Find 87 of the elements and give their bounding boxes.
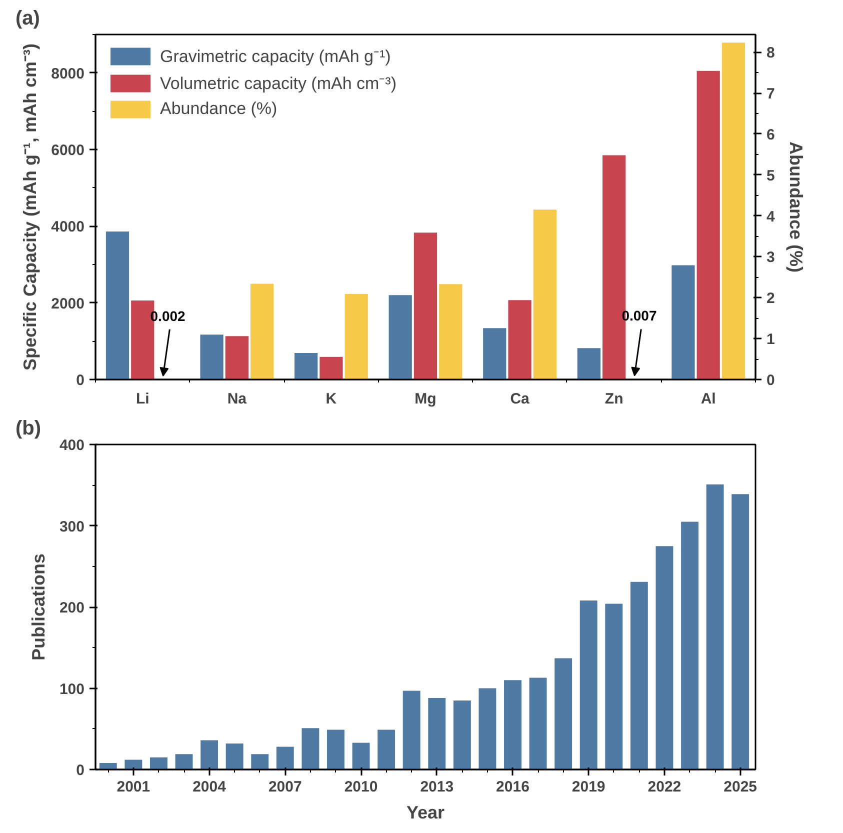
bar	[508, 300, 532, 380]
bar	[439, 284, 462, 380]
y-axis-title: Specific Capacity (mAh g⁻¹, mAh cm⁻³)	[20, 43, 40, 371]
y-tick-label: 8000	[51, 65, 85, 82]
bar	[302, 728, 320, 770]
bar	[428, 698, 446, 770]
y2-tick-label: 1	[766, 331, 775, 348]
y-tick-label: 0	[76, 372, 84, 389]
y2-tick-label: 5	[766, 167, 775, 184]
bar	[124, 760, 142, 770]
x-tick-label: 2007	[268, 778, 302, 796]
bar	[226, 744, 244, 770]
chart-title: (a)	[16, 8, 40, 30]
bar	[681, 522, 698, 770]
bar	[414, 232, 438, 380]
bar	[577, 348, 600, 380]
bar	[276, 746, 294, 770]
bar	[580, 600, 598, 770]
bar	[294, 353, 318, 380]
x-axis-title: Year	[406, 802, 445, 822]
bar	[200, 334, 224, 380]
bar	[327, 730, 344, 770]
y2-axis-title: Abundance (%)	[786, 142, 806, 273]
bar	[483, 328, 506, 380]
bar	[402, 690, 420, 770]
y-tick-label: 6000	[51, 142, 85, 159]
chart-title: (b)	[16, 418, 42, 440]
bar	[344, 294, 368, 380]
y2-tick-label: 6	[766, 126, 775, 144]
x-tick-label: Zn	[604, 390, 624, 408]
x-tick-label: Al	[700, 390, 716, 408]
bar	[533, 210, 556, 380]
y-axis-title: Publications	[28, 553, 48, 661]
bar	[378, 730, 396, 770]
y2-tick-label: 0	[766, 372, 775, 389]
bar	[722, 42, 746, 380]
x-tick-label: 2022	[648, 778, 682, 796]
y-tick-label: 100	[59, 680, 85, 698]
y-tick-label: 300	[59, 518, 85, 536]
bar	[388, 295, 412, 380]
bar	[630, 582, 648, 770]
bar	[320, 356, 343, 380]
bar	[706, 484, 724, 770]
x-tick-label: 2016	[496, 778, 530, 796]
legend-label: Abundance (%)	[160, 99, 278, 119]
x-tick-label: 2025	[724, 778, 758, 796]
bar	[554, 658, 572, 770]
y2-tick-label: 7	[766, 86, 775, 103]
bar	[696, 70, 720, 380]
x-tick-label: 2010	[344, 778, 378, 796]
bar	[99, 763, 117, 770]
bar	[529, 678, 547, 770]
legend-label: Volumetric capacity (mAh cm⁻³)	[160, 73, 396, 94]
x-tick-label: Na	[227, 390, 248, 408]
y2-tick-label: 8	[766, 44, 775, 62]
bar	[200, 740, 218, 770]
y-tick-label: 2000	[51, 295, 85, 312]
x-tick-label: 2013	[420, 778, 454, 796]
bar	[732, 494, 750, 770]
y-tick-label: 400	[59, 437, 85, 454]
bar	[504, 680, 522, 770]
y2-tick-label: 2	[766, 290, 775, 308]
y2-tick-label: 4	[766, 208, 776, 226]
bar	[225, 336, 248, 380]
x-tick-label: 2019	[572, 778, 606, 796]
x-tick-label: Li	[136, 390, 150, 408]
y-tick-label: 200	[59, 600, 85, 616]
x-tick-label: 2001	[116, 778, 150, 796]
bar	[106, 232, 130, 380]
bar	[656, 546, 674, 770]
bar	[150, 757, 168, 770]
bar	[478, 688, 496, 770]
x-tick-label: 2004	[192, 778, 227, 796]
y-tick-label: 4000	[51, 218, 85, 236]
bar	[352, 742, 370, 770]
bar	[605, 604, 623, 770]
y-tick-label: 0	[76, 762, 84, 779]
bar	[251, 754, 269, 770]
x-tick-label: Mg	[414, 390, 436, 408]
x-tick-label: K	[326, 390, 337, 408]
x-tick-label: Ca	[510, 390, 530, 408]
bar	[250, 284, 274, 380]
legend-label: Gravimetric capacity (mAh g⁻¹)	[160, 46, 391, 67]
bar	[672, 265, 695, 380]
bar	[453, 700, 471, 770]
y2-tick-label: 3	[766, 249, 775, 266]
bar	[175, 754, 193, 770]
